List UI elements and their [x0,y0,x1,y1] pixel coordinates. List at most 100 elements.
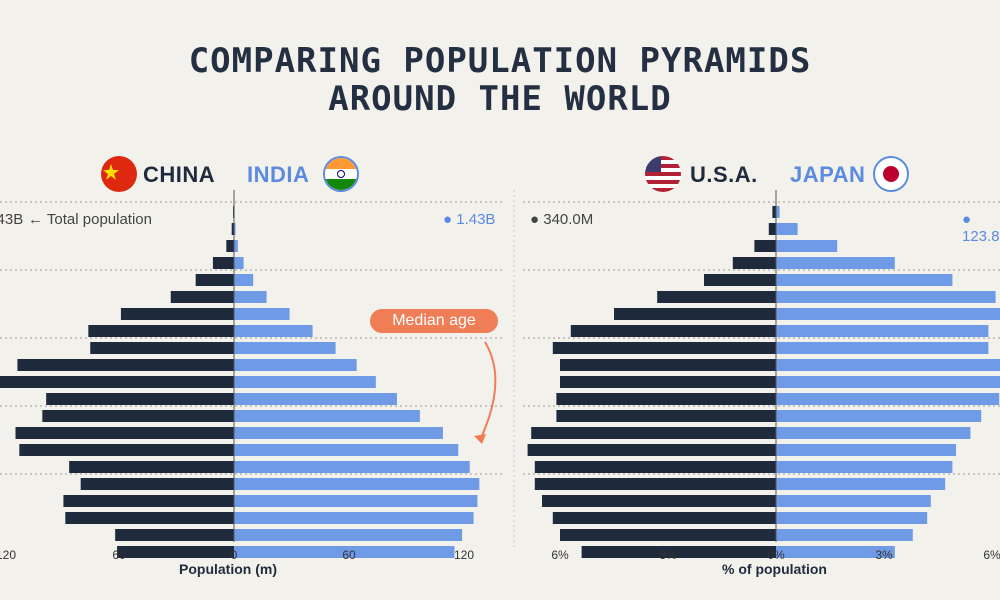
bar-right-japan-7 [776,325,989,337]
bar-right-japan-17 [776,495,931,507]
tick-right-1: 3% [659,548,677,562]
bar-left-china-11 [46,393,234,405]
tick-left-4: 120 [453,548,475,562]
bar-right-japan-5 [776,291,996,303]
japan-total-value: 123.8M [962,228,1000,245]
bar-right-japan-13 [776,427,971,439]
country-label-india: INDIA [247,162,310,187]
median-age-arrowhead [474,434,486,444]
bar-right-usa-3 [732,257,776,269]
china-total: 1.43B [0,211,24,228]
median-age-pill: Median age [370,309,498,333]
bar-left-india-9 [234,359,357,371]
bar-left-china-18 [65,512,234,524]
median-age-arrow [479,341,497,441]
bar-left-china-17 [63,495,234,507]
bar-left-india-18 [234,512,474,524]
tick-right-4: 6% [983,548,1000,562]
tick-left-0: 120 [0,548,17,562]
total-population-label: ← Total population [28,211,152,228]
china-flag-icon [101,156,137,192]
bar-right-usa-7 [570,325,776,337]
bar-left-india-13 [234,427,443,439]
bar-left-china-6 [120,308,234,320]
japan-flag-icon [873,156,909,192]
usa-total-value: 340.0M [543,211,594,228]
bar-right-japan-0 [776,206,780,218]
bar-left-china-19 [115,529,234,541]
bar-left-china-9 [17,359,234,371]
bar-left-india-12 [234,410,420,422]
bar-left-india-16 [234,478,480,490]
bar-left-india-8 [234,342,336,354]
bar-right-japan-15 [776,461,953,473]
bar-right-usa-11 [556,393,776,405]
bar-right-usa-4 [704,274,776,286]
title-line-1: COMPARING POPULATION PYRAMIDS [188,41,812,81]
arrow-left-icon: ← [28,211,47,228]
tick-left-3: 60 [342,548,356,562]
bar-left-china-16 [80,478,235,490]
bar-right-japan-1 [776,223,798,235]
bar-left-india-20 [234,546,455,558]
bar-right-usa-5 [657,291,776,303]
bar-left-china-15 [69,461,235,473]
bar-right-usa-19 [560,529,776,541]
bar-left-india-6 [234,308,290,320]
bar-right-japan-2 [776,240,838,252]
bar-right-japan-3 [776,257,895,269]
bar-right-usa-13 [531,427,776,439]
x-axis-label-left: Population (m) [179,561,277,577]
bar-left-india-14 [234,444,459,456]
india-flag-icon [323,156,359,192]
bar-left-india-4 [234,274,254,286]
bar-right-usa-2 [754,240,776,252]
india-total: ● 1.43B [443,211,495,228]
total-population-text: Total population [46,211,152,228]
bar-right-japan-16 [776,478,946,490]
bar-right-usa-9 [560,359,776,371]
bar-left-india-10 [234,376,376,388]
tick-right-0: 6% [551,548,569,562]
bar-right-japan-14 [776,444,956,456]
bar-right-japan-11 [776,393,1000,405]
bar-left-india-17 [234,495,478,507]
bar-right-japan-8 [776,342,989,354]
bar-left-china-20 [117,546,234,558]
bar-left-china-10 [0,376,234,388]
bar-right-japan-4 [776,274,953,286]
india-total-value: 1.43B [456,211,496,228]
bar-right-usa-18 [552,512,776,524]
bar-left-china-12 [42,410,235,422]
usa-flag-icon [645,156,681,192]
bar-left-india-2 [234,240,238,252]
bar-right-usa-16 [534,478,776,490]
bar-left-china-7 [88,325,234,337]
tick-left-1: 60 [112,548,126,562]
bar-right-usa-12 [556,410,776,422]
bar-left-china-13 [15,427,234,439]
person-icon: ● [443,211,453,228]
bar-left-india-5 [234,291,267,303]
bar-left-china-4 [195,274,234,286]
bar-left-china-2 [226,240,234,252]
bar-right-japan-18 [776,512,928,524]
x-axis-label-right: % of population [722,561,827,577]
usa-total: ● 340.0M [530,211,593,228]
bar-left-china-3 [212,257,234,269]
bar-right-japan-20 [776,546,895,558]
person-icon: ● [962,211,972,228]
bar-left-china-14 [19,444,235,456]
bar-left-india-7 [234,325,313,337]
bar-left-india-19 [234,529,463,541]
bar-left-china-5 [170,291,234,303]
bar-right-japan-12 [776,410,982,422]
bar-left-china-8 [90,342,234,354]
tick-right-2: 0% [767,548,785,562]
bar-right-usa-15 [534,461,776,473]
bar-left-india-3 [234,257,244,269]
tick-left-2: 0 [230,548,238,562]
bar-right-japan-19 [776,529,913,541]
japan-total: ● 123.8M [962,211,1000,245]
